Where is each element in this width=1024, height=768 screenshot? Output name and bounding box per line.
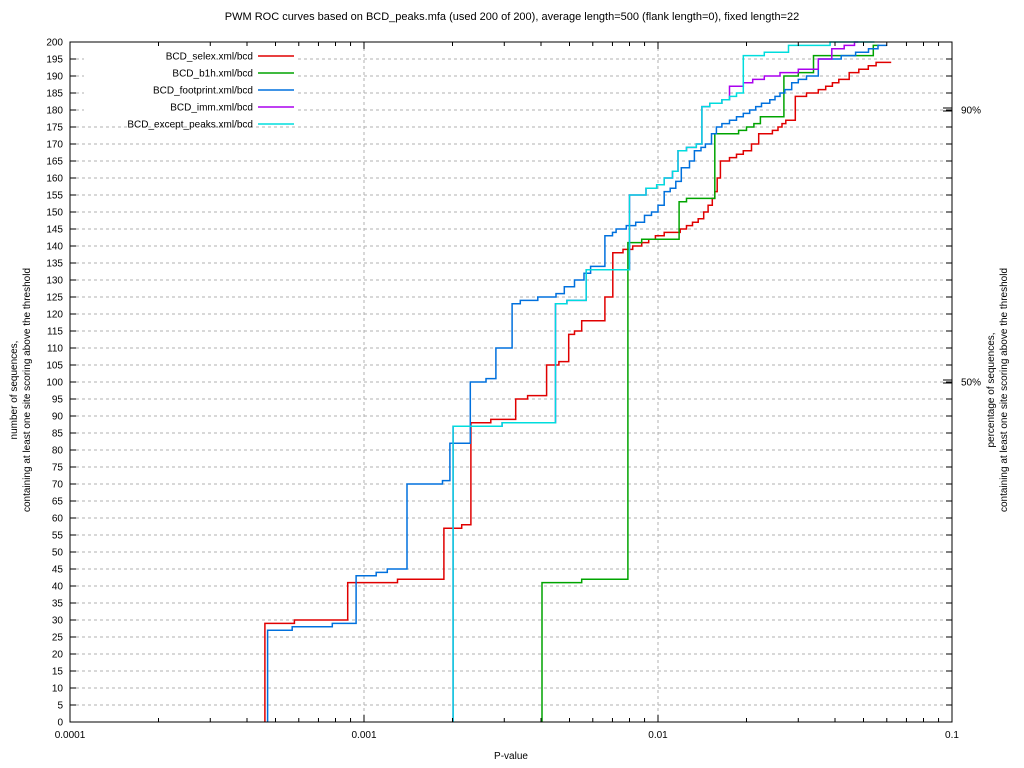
- y2-tick-label: 50%: [961, 378, 981, 389]
- y-tick-label: 45: [52, 565, 64, 576]
- y-tick-label: 195: [46, 55, 63, 66]
- legend-label-imm: BCD_imm.xml/bcd: [170, 103, 253, 114]
- y-tick-label: 140: [46, 242, 63, 253]
- legend-background: [84, 45, 298, 126]
- series-footprint: [266, 44, 887, 722]
- x-tick-label: 0.1: [945, 730, 959, 741]
- series-selex: [264, 61, 892, 722]
- y-tick-label: 50: [52, 548, 64, 559]
- y-tick-label: 200: [46, 38, 63, 49]
- y-tick-label: 80: [52, 446, 64, 457]
- y-tick-label: 120: [46, 310, 63, 321]
- chart-title: PWM ROC curves based on BCD_peaks.mfa (u…: [224, 11, 800, 23]
- y-tick-label: 130: [46, 276, 63, 287]
- y2-tick-label: 90%: [961, 106, 981, 117]
- y-tick-label: 60: [52, 514, 64, 525]
- y-tick-label: 180: [46, 106, 63, 117]
- y-tick-label: 170: [46, 140, 63, 151]
- y-tick-label: 165: [46, 157, 63, 168]
- y-tick-label: 185: [46, 89, 63, 100]
- y-tick-label: 90: [52, 412, 64, 423]
- y-tick-label: 85: [52, 429, 64, 440]
- legend-label-b1h: BCD_b1h.xml/bcd: [172, 69, 253, 80]
- legend-label-footprint: BCD_footprint.xml/bcd: [153, 86, 253, 97]
- x-tick-label: 0.001: [351, 730, 376, 741]
- y-tick-label: 155: [46, 191, 63, 202]
- x-tick-label: 0.0001: [55, 730, 86, 741]
- legend-label-selex: BCD_selex.xml/bcd: [166, 52, 253, 63]
- y-tick-label: 100: [46, 378, 63, 389]
- series-except_peaks: [452, 41, 875, 722]
- y-tick-label: 35: [52, 599, 64, 610]
- y-tick-label: 70: [52, 480, 64, 491]
- y-tick-label: 55: [52, 531, 64, 542]
- legend-label-except_peaks: BCD_except_peaks.xml/bcd: [127, 120, 253, 131]
- y-tick-label: 110: [47, 344, 63, 355]
- y-tick-label: 175: [46, 123, 63, 134]
- y-tick-label: 30: [52, 616, 64, 627]
- series-b1h: [541, 44, 880, 722]
- y-tick-label: 125: [46, 293, 63, 304]
- y-tick-label: 40: [52, 582, 64, 593]
- y-tick-label: 20: [52, 650, 64, 661]
- y-tick-label: 65: [52, 497, 64, 508]
- y-tick-label: 75: [52, 463, 64, 474]
- y-tick-label: 135: [46, 259, 63, 270]
- y-tick-label: 95: [52, 395, 64, 406]
- y-tick-label: 190: [46, 72, 63, 83]
- x-tick-label: 0.01: [648, 730, 668, 741]
- y-tick-label: 15: [52, 667, 64, 678]
- y-tick-label: 105: [46, 361, 63, 372]
- x-axis-label: P-value: [494, 751, 528, 762]
- y-tick-label: 145: [46, 225, 63, 236]
- y-tick-label: 150: [46, 208, 63, 219]
- y-tick-label: 5: [57, 701, 63, 712]
- y-tick-label: 25: [52, 633, 64, 644]
- y-tick-label: 160: [46, 174, 63, 185]
- y-tick-label: 0: [57, 718, 63, 729]
- y-tick-label: 10: [52, 684, 64, 695]
- y-tick-label: 115: [47, 327, 63, 338]
